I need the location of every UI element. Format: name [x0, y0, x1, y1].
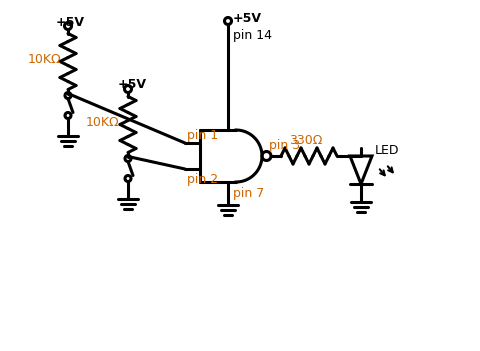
Text: +5V: +5V — [56, 15, 85, 28]
Text: LED: LED — [375, 145, 399, 158]
Text: pin 7: pin 7 — [233, 187, 264, 200]
Text: 10KΩ: 10KΩ — [28, 53, 61, 66]
Text: pin 1: pin 1 — [187, 128, 218, 141]
Text: pin 2: pin 2 — [187, 172, 218, 185]
Text: 330Ω: 330Ω — [289, 133, 323, 146]
Text: +5V: +5V — [233, 13, 262, 26]
Text: 10KΩ: 10KΩ — [86, 116, 120, 129]
Text: +5V: +5V — [118, 78, 147, 91]
Text: pin 14: pin 14 — [233, 29, 272, 42]
Text: pin 3: pin 3 — [269, 139, 300, 152]
